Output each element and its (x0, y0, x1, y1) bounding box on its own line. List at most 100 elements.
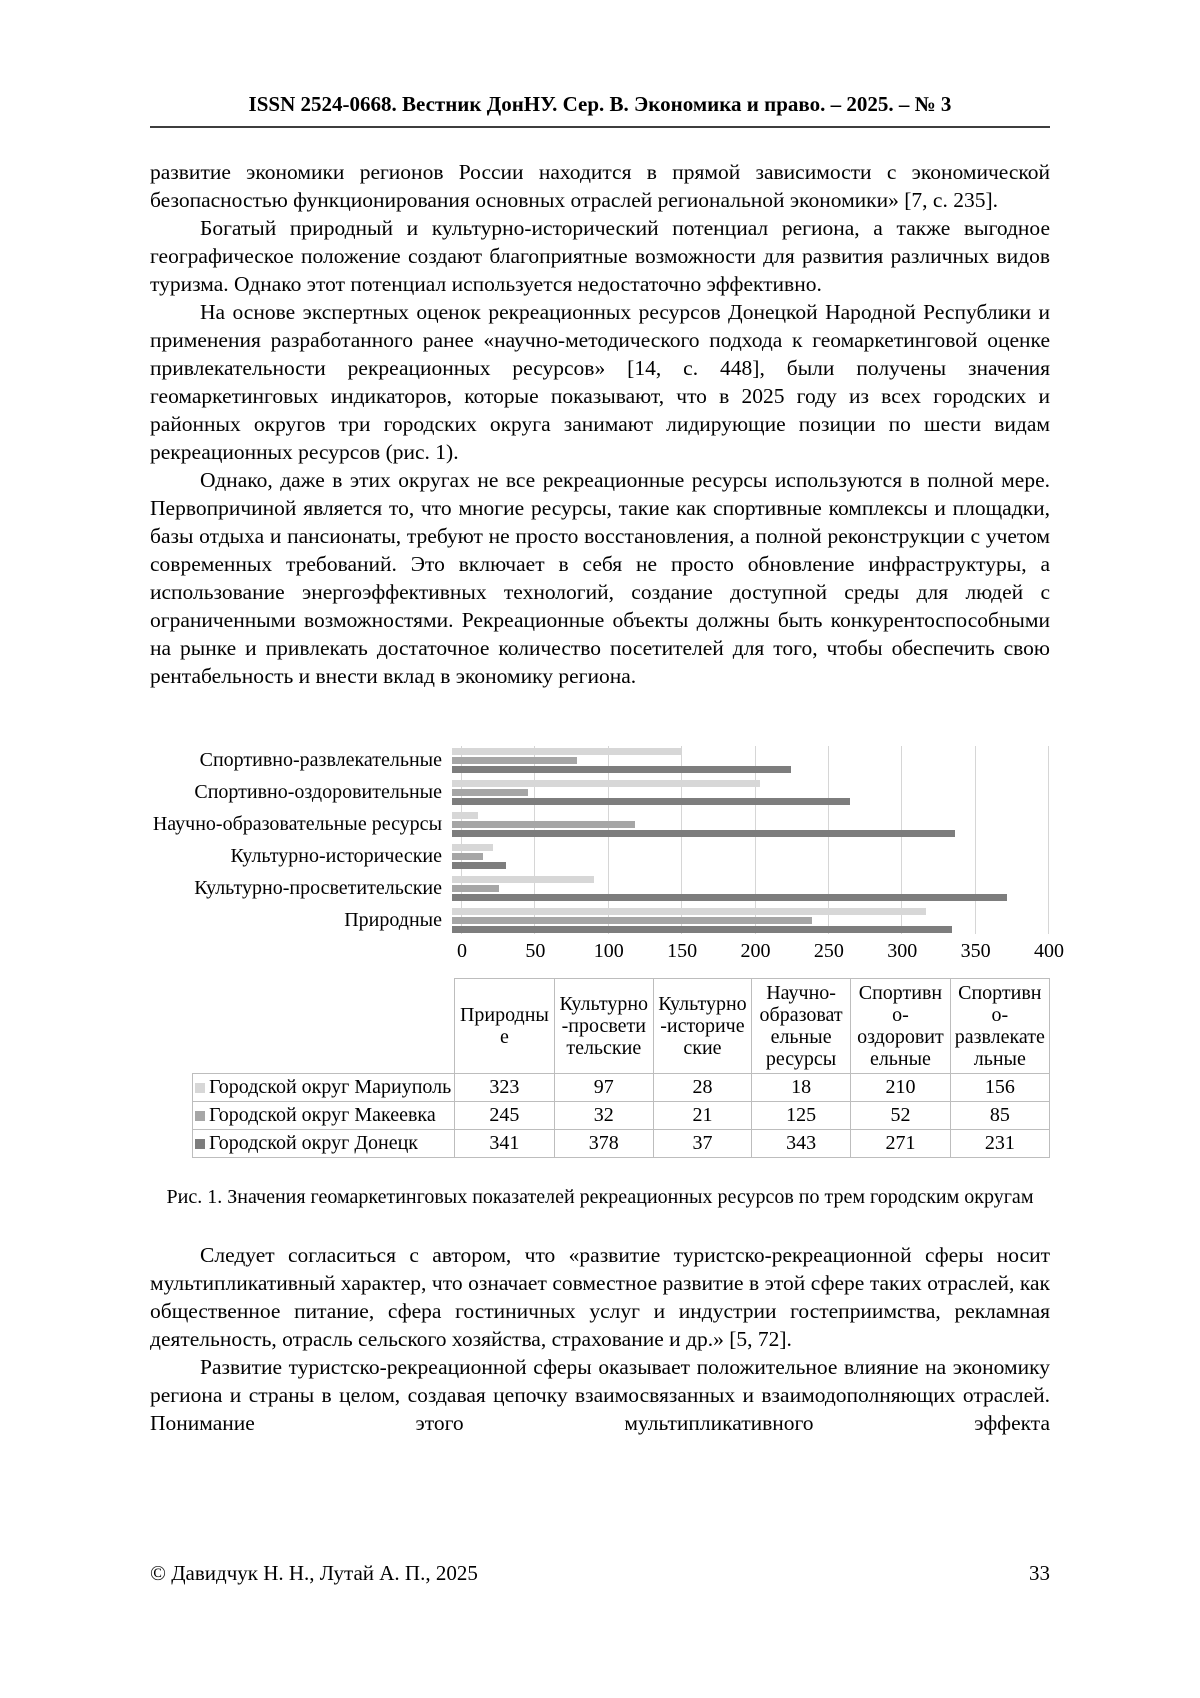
chart-bar (452, 907, 926, 915)
chart-bar (452, 861, 507, 869)
chart-bar (452, 875, 595, 883)
gridline (681, 746, 683, 934)
value-cell: 85 (949, 1101, 1051, 1130)
figure-1: Спортивно-развлекательные Спортивно-оздор… (150, 744, 1064, 1209)
value-cell: 52 (850, 1101, 951, 1130)
data-table: Природные Культурно-просветительские Культ… (191, 978, 1051, 1158)
chart-bar (452, 893, 1007, 901)
x-axis: 0 50 100 150 200 250 300 350 400 (457, 936, 1064, 966)
chart-category-label: Культурно-исторические (230, 844, 442, 867)
chart-bar (452, 797, 850, 805)
value-cell: 32 (553, 1101, 654, 1130)
chart-category-label: Научно-образовательные ресурсы (152, 812, 442, 835)
x-axis-tick: 50 (525, 940, 546, 962)
chart-bar (452, 843, 494, 851)
chart-gridlines (461, 746, 1049, 934)
value-cell: 125 (750, 1101, 852, 1130)
figure-caption: Рис. 1. Значения геомаркетинговых показа… (166, 1186, 1034, 1208)
paragraph: Богатый природный и культурно-историческ… (150, 216, 1050, 296)
gridline (534, 746, 536, 934)
table-header: Природные Культурно-просветительские Культ… (193, 978, 1051, 1074)
table-header-row: Природные Культурно-просветительские Культ… (193, 978, 1051, 1074)
chart-bar (452, 916, 812, 924)
table-row: Городской округ Донецк 341 378 37 343 271 231 (191, 1129, 1051, 1158)
chart-category-label: Культурно-просветительские (194, 876, 442, 899)
table-row: Городской округ Мариуполь 323 97 28 18 210 156 (191, 1073, 1051, 1102)
paragraph: Следует согласиться с автором, что «разв… (150, 1243, 1050, 1351)
chart-bar (452, 811, 479, 819)
page-number: 33 (1029, 1561, 1050, 1585)
chart-bar (452, 788, 529, 796)
column-header: Спортивно-оздоровительные (850, 978, 951, 1074)
chart-category-row: Природные (150, 904, 1050, 936)
table-row: Городской округ Макеевка 245 32 21 125 52 85 (191, 1101, 1051, 1130)
legend-swatch (195, 1139, 205, 1149)
value-cell: 343 (750, 1129, 852, 1158)
value-cell: 28 (652, 1073, 752, 1102)
chart-bar (452, 747, 681, 755)
value-cell: 271 (850, 1129, 951, 1158)
x-axis-tick: 200 (740, 940, 771, 962)
row-label: Городской округ Мариуполь (191, 1073, 456, 1102)
table-body: Городской округ Мариуполь 323 97 28 18 210 156… (191, 1073, 1051, 1158)
chart-bar (452, 756, 577, 764)
chart-bar (452, 820, 636, 828)
chart-bar (452, 852, 483, 860)
value-cell: 231 (949, 1129, 1051, 1158)
gridline (461, 746, 462, 934)
value-cell: 378 (553, 1129, 654, 1158)
body-text-block: Следует согласиться с автором, что «разв… (150, 1241, 1050, 1437)
gridline (901, 746, 903, 934)
column-header: Культурно-исторические (652, 978, 752, 1074)
chart-bar-group (452, 875, 1039, 901)
gridline (1048, 746, 1049, 934)
chart-bar (452, 884, 499, 892)
page-footer: © Давидчук Н. Н., Лутай А. П., 2025 33 (150, 1561, 1050, 1586)
value-cell: 245 (454, 1101, 555, 1130)
value-cell: 210 (850, 1073, 951, 1102)
chart-category-row: Культурно-просветительские (150, 872, 1050, 904)
chart-bar-group (452, 907, 1039, 933)
chart-bar (452, 779, 761, 787)
paragraph: На основе экспертных оценок рекреационны… (150, 300, 1050, 464)
row-label: Городской округ Макеевка (191, 1101, 456, 1130)
body-text-block: развитие экономики регионов России наход… (150, 158, 1050, 690)
chart-bar (452, 829, 956, 837)
x-axis-tick: 250 (813, 940, 844, 962)
column-header: Научно-образовательные ресурсы (750, 978, 852, 1074)
column-header: Природные (454, 978, 555, 1074)
row-label: Городской округ Донецк (191, 1129, 456, 1158)
footer-copyright: © Давидчук Н. Н., Лутай А. П., 2025 (150, 1561, 478, 1585)
chart-bar-group (452, 747, 1039, 773)
x-axis-tick: 400 (1034, 940, 1064, 962)
table-corner-cell (193, 979, 455, 1074)
chart-category-row: Спортивно-оздоровительные (150, 776, 1050, 808)
gridline (974, 746, 976, 934)
gridline (827, 746, 829, 934)
x-axis-tick: 0 (457, 940, 467, 962)
chart-bar-group (452, 779, 1039, 805)
paragraph: Однако, даже в этих округах не все рекре… (150, 468, 1050, 688)
chart-bar (452, 925, 953, 933)
column-header: Спортивно-развлекательные (949, 978, 1051, 1074)
running-head: ISSN 2524-0668. Вестник ДонНУ. Сер. В. Э… (248, 92, 952, 116)
column-header: Культурно-просветительские (553, 978, 654, 1074)
value-cell: 341 (454, 1129, 555, 1158)
value-cell: 156 (949, 1073, 1051, 1102)
gridline (754, 746, 756, 934)
x-axis-tick: 350 (960, 940, 991, 962)
chart-category-label: Спортивно-оздоровительные (194, 780, 442, 803)
paragraph: развитие экономики регионов России наход… (150, 160, 1050, 212)
bar-chart: Спортивно-развлекательные Спортивно-оздор… (150, 744, 1050, 936)
x-axis-tick: 150 (667, 940, 698, 962)
x-axis-tick: 100 (593, 940, 624, 962)
chart-category-row: Спортивно-развлекательные (150, 744, 1050, 776)
gridline (607, 746, 609, 934)
value-cell: 323 (454, 1073, 555, 1102)
value-cell: 18 (750, 1073, 852, 1102)
value-cell: 37 (652, 1129, 752, 1158)
legend-swatch (195, 1111, 205, 1121)
chart-bar-group (452, 843, 1039, 869)
chart-category-row: Научно-образовательные ресурсы (150, 808, 1050, 840)
